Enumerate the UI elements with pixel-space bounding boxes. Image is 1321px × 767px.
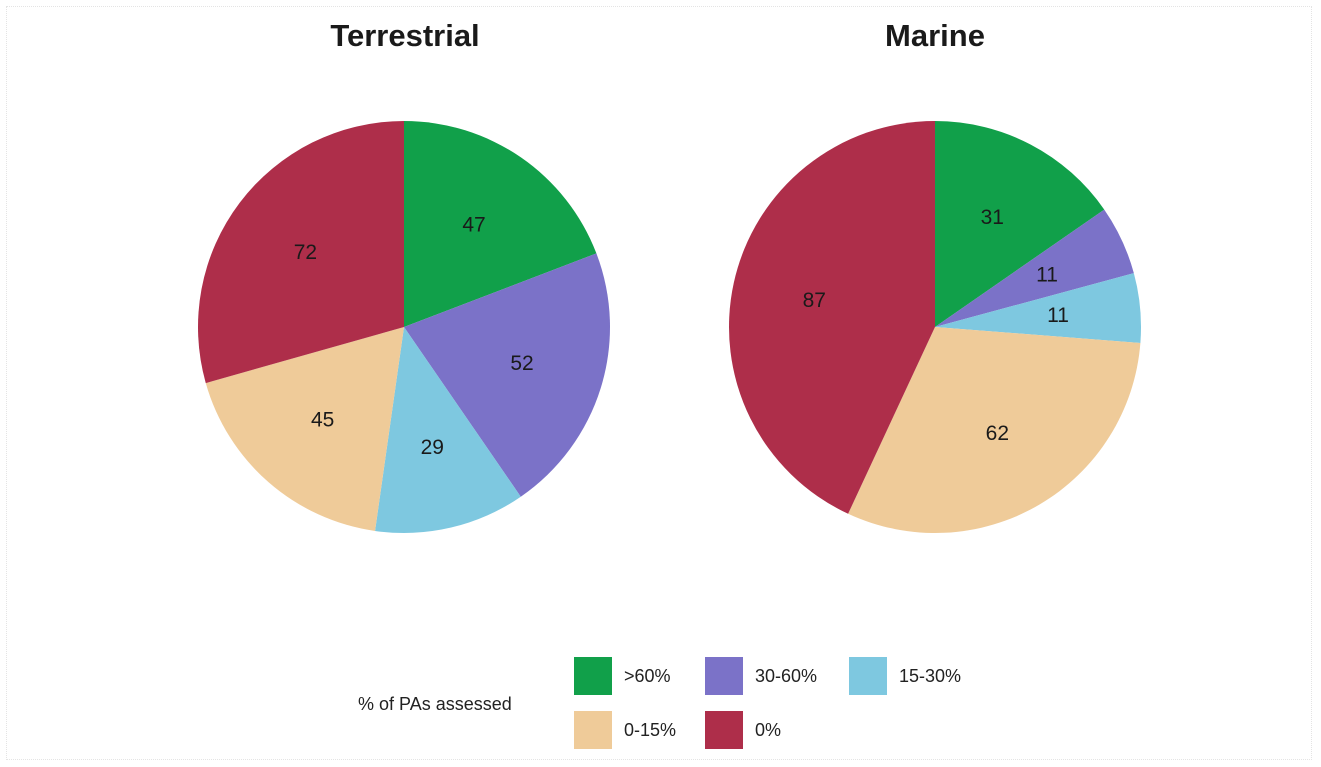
pie-slice-15-30pct	[375, 327, 521, 533]
slice-value-label: 11	[1047, 304, 1069, 327]
chart-frame	[6, 6, 1312, 760]
slice-value-label: 29	[421, 436, 444, 459]
legend-swatch	[705, 657, 743, 695]
slice-value-label: 45	[311, 409, 334, 432]
legend-label: >60%	[624, 666, 671, 686]
legend-label: 30-60%	[755, 666, 818, 686]
slice-value-label: 62	[986, 422, 1009, 445]
pie-slice-0pct	[729, 121, 935, 514]
slice-value-label: 52	[510, 352, 533, 375]
slice-value-label: 31	[981, 206, 1004, 229]
pie-slice-0-15pct	[205, 327, 404, 531]
legend-title: % of PAs assessed	[358, 694, 512, 714]
pie-slice-gt60pct	[935, 121, 1105, 327]
slice-value-label: 72	[294, 241, 317, 264]
legend-swatch	[705, 711, 743, 749]
pie-slice-gt60pct	[404, 121, 597, 327]
pie-slice-0-15pct	[848, 327, 1141, 533]
terrestrial-title: Terrestrial	[330, 18, 480, 53]
legend-label: 0-15%	[624, 720, 677, 740]
slice-value-label: 87	[803, 289, 826, 312]
slice-value-label: 47	[462, 214, 485, 237]
pie-slice-30-60pct	[935, 209, 1134, 327]
legend-swatch	[849, 657, 887, 695]
pie-slice-0pct	[197, 121, 404, 384]
marine-title: Marine	[885, 18, 985, 53]
legend-label: 0%	[755, 720, 782, 740]
legend-swatch	[574, 657, 612, 695]
legend-label: 15-30%	[899, 666, 962, 686]
pie-slice-15-30pct	[935, 273, 1141, 344]
slice-value-label: 11	[1036, 263, 1058, 286]
legend-swatch	[574, 711, 612, 749]
pie-slice-30-60pct	[404, 253, 611, 497]
